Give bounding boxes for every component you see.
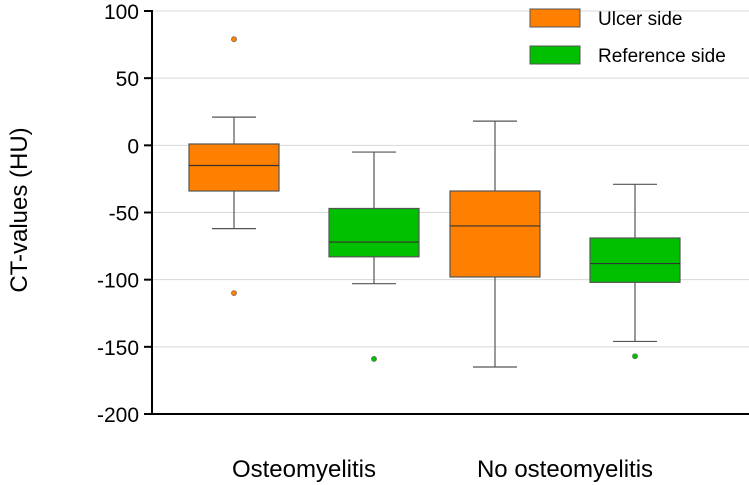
y-tick-label: -200 (97, 404, 139, 427)
legend: Ulcer side Reference side (529, 8, 726, 67)
x-category-label: Osteomyelitis (232, 456, 376, 483)
y-tick-label: -150 (97, 337, 139, 360)
y-axis-title: CT-values (HU) (6, 127, 33, 292)
box-iqr (449, 190, 541, 278)
box-iqr (188, 143, 280, 192)
box-reference-side-osteomyelitis (328, 151, 420, 362)
y-axis: 100 50 0 -50 -100 -150 -200 (97, 1, 749, 427)
outlier-point (231, 36, 237, 43)
x-axis-category-labels: Osteomyelitis No osteomyelitis (232, 456, 653, 483)
y-tick-label: -50 (109, 203, 139, 226)
legend-swatch (529, 8, 581, 28)
box-ulcer-side-osteomyelitis (188, 36, 280, 296)
legend-swatch (529, 45, 581, 65)
legend-label: Ulcer side (598, 9, 682, 30)
y-tick-label: 0 (127, 135, 139, 158)
box-series (188, 36, 681, 368)
outlier-point (632, 353, 638, 360)
y-tick-label: -100 (97, 270, 139, 293)
box-ulcer-side-no-osteomyelitis (449, 120, 541, 368)
y-tick-label: 50 (116, 68, 139, 91)
box-iqr (328, 207, 420, 258)
legend-label: Reference side (598, 46, 726, 67)
box-reference-side-no-osteomyelitis (589, 183, 681, 360)
outlier-point (231, 290, 237, 296)
outlier-point (371, 356, 377, 362)
box-iqr (589, 237, 681, 283)
x-category-label: No osteomyelitis (477, 456, 653, 483)
y-tick-label: 100 (104, 1, 139, 24)
